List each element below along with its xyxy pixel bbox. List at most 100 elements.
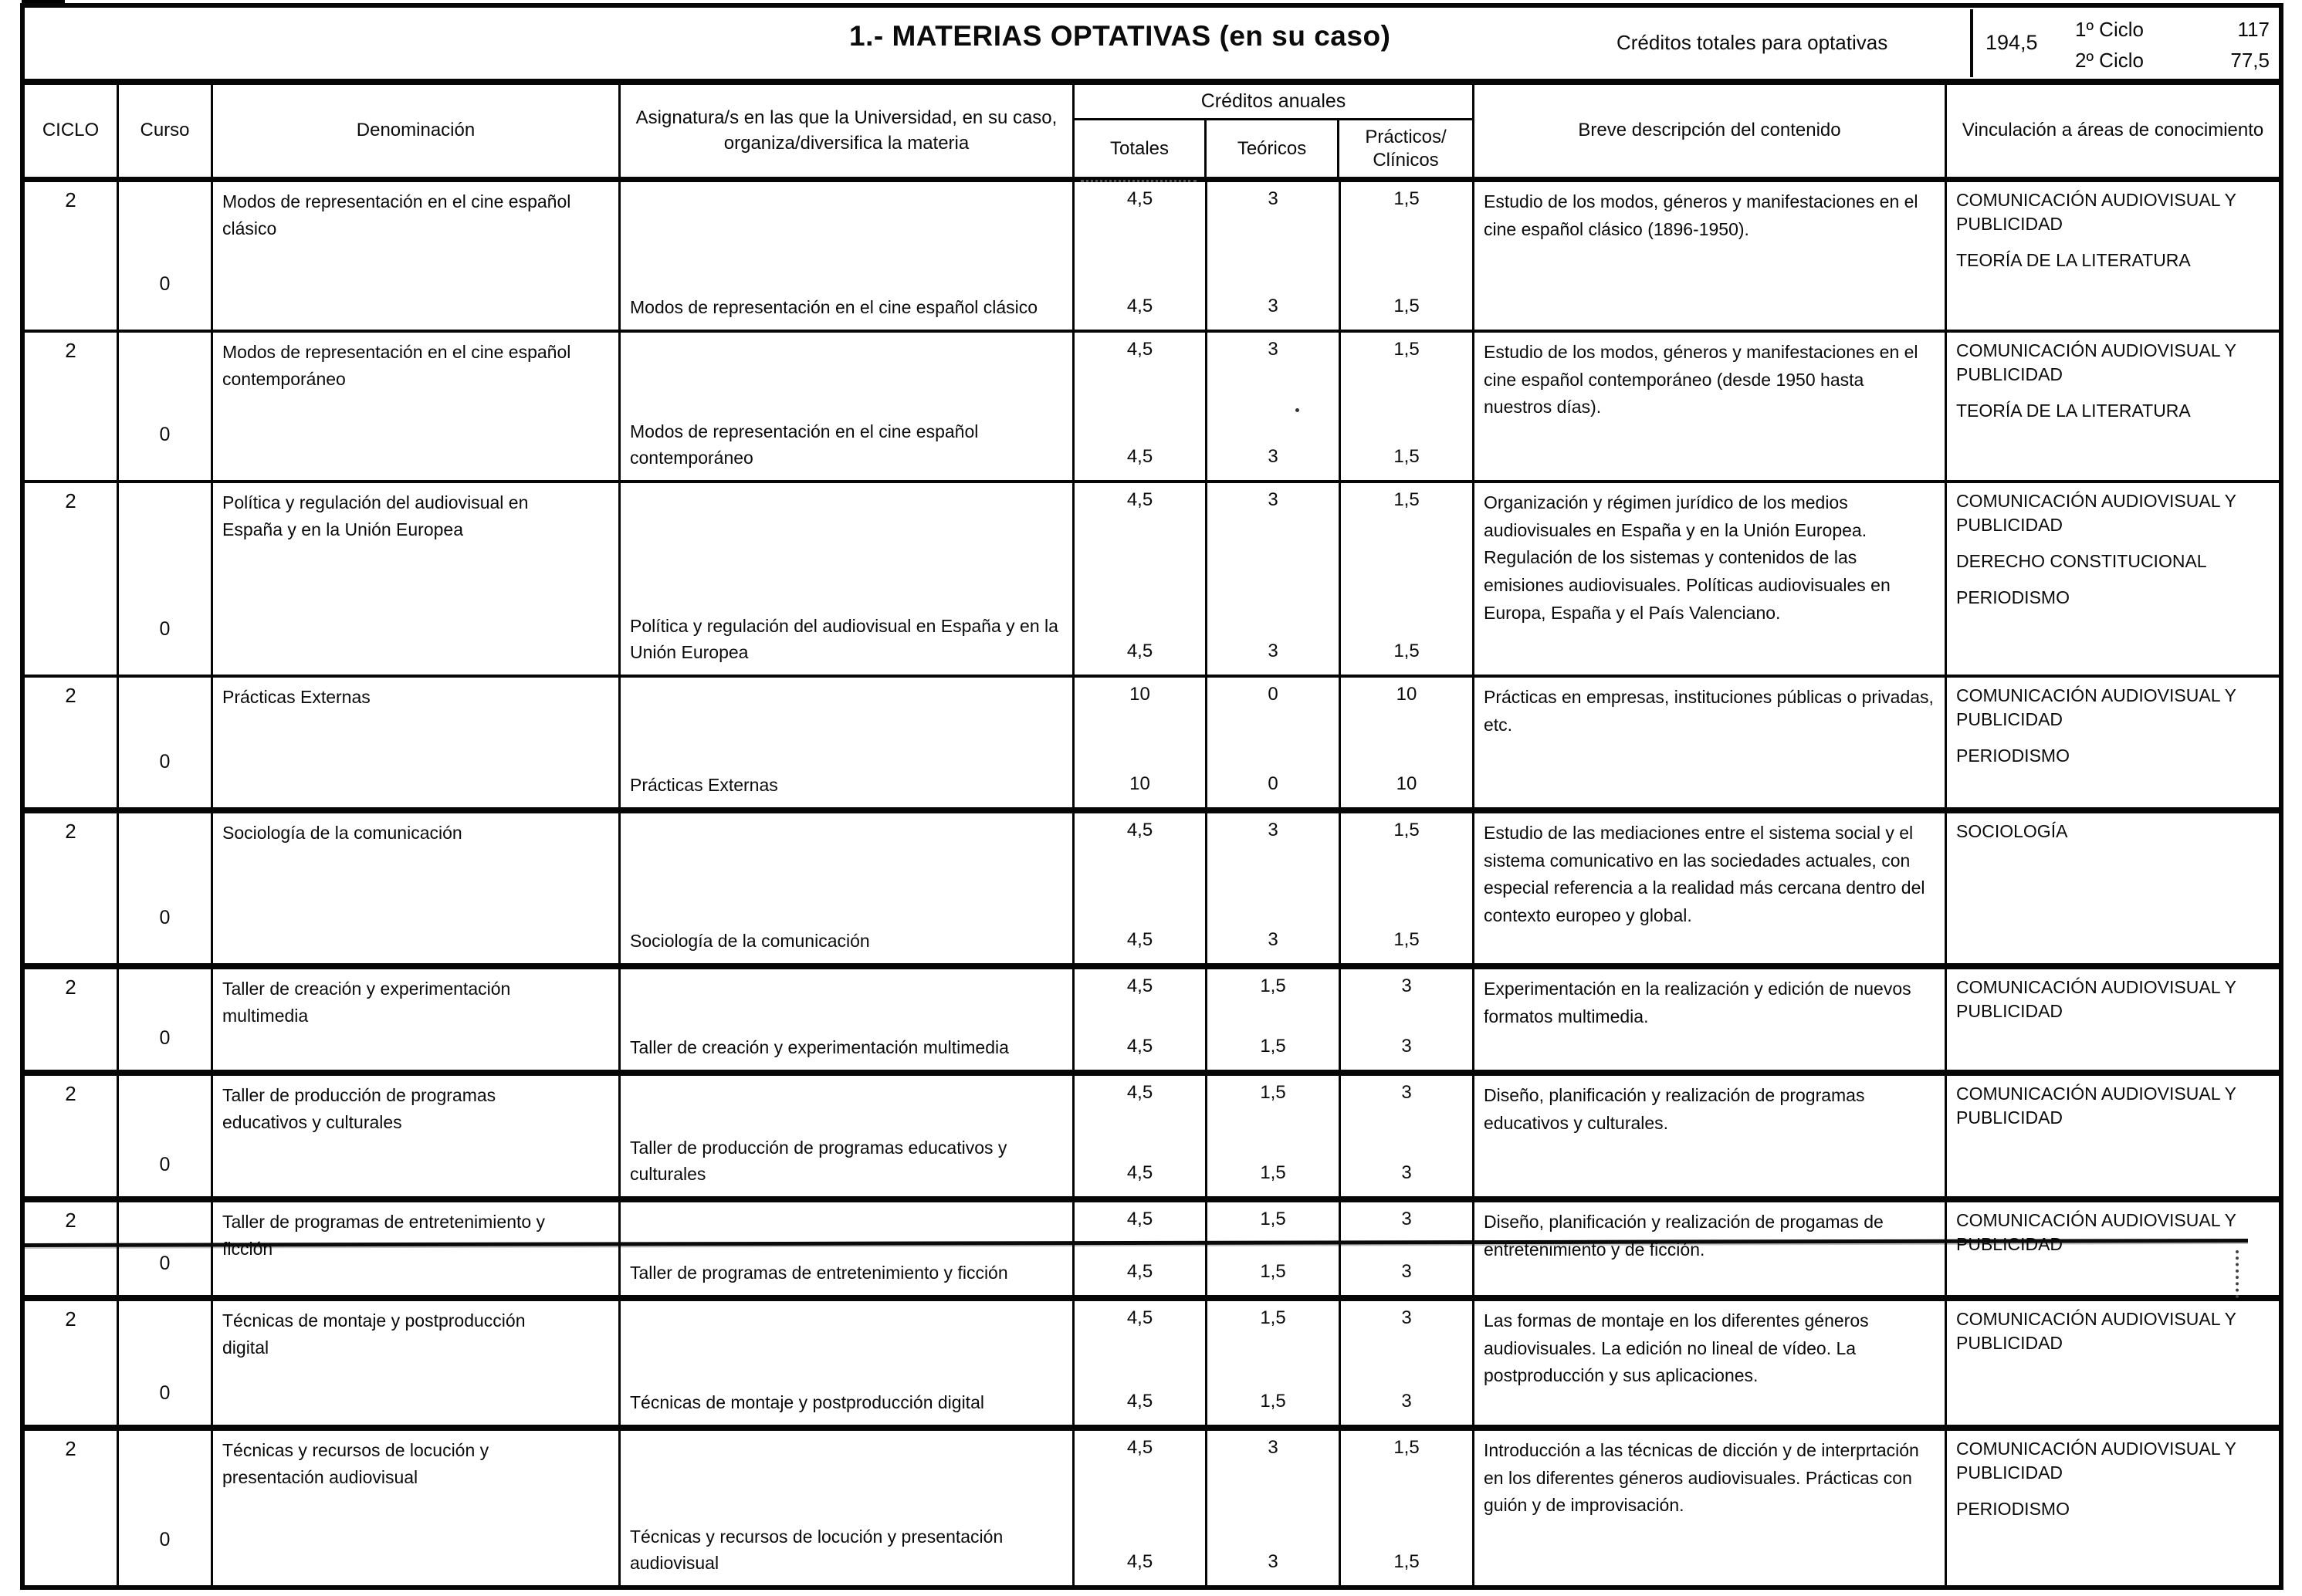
asignatura-text: Prácticas Externas	[630, 774, 778, 795]
table-row: 2 0 Política y regulación del audiovisua…	[25, 483, 2279, 678]
ciclo-value: 2	[65, 1307, 76, 1331]
asignatura-cell: Prácticas Externas	[621, 678, 1075, 807]
totales-cell: 4,5 4,5	[1075, 969, 1207, 1070]
teoricos-materia: 1,5	[1260, 1082, 1286, 1103]
teoricos-asignatura: 1,5	[1260, 1391, 1286, 1412]
asignatura-text: Política y regulación del audiovisual en…	[630, 616, 1058, 662]
ciclo-cell: 2	[25, 678, 119, 807]
ciclo-value: 2	[65, 684, 76, 707]
column-header-asignatura: Asignatura/s en las que la Universidad, …	[621, 85, 1075, 177]
materias-optativas-table: 1.- MATERIAS OPTATIVAS (en su caso) Créd…	[20, 3, 2283, 1590]
vinculacion-list: COMUNICACIÓN AUDIOVISUAL Y PUBLICIDAD PER…	[1947, 1431, 2279, 1585]
curso-value: 0	[159, 618, 171, 640]
practicos-asignatura: 3	[1401, 1391, 1412, 1412]
descripcion-text: Estudio de los modos, géneros y manifest…	[1484, 191, 1918, 239]
teoricos-asignatura: 3	[1268, 929, 1278, 950]
practicos-asignatura: 3	[1401, 1162, 1412, 1183]
teoricos-materia: 3	[1268, 339, 1278, 360]
ciclo-cell: 2	[25, 969, 119, 1070]
ciclo-value: 2	[65, 1437, 76, 1460]
totales-asignatura: 4,5	[1126, 1261, 1153, 1282]
practicos-materia: 3	[1401, 1209, 1412, 1229]
practicos-materia: 3	[1401, 976, 1412, 996]
divider	[1970, 9, 1973, 77]
asignatura-cell: Taller de creación y experimentación mul…	[621, 969, 1075, 1070]
ciclo-cell: 2	[25, 1431, 119, 1585]
totales-asignatura: 4,5	[1126, 296, 1153, 316]
asignatura-cell: Taller de programas de entretenimiento y…	[621, 1202, 1075, 1295]
curso-value: 0	[159, 273, 171, 295]
practicos-cell: 3 3	[1341, 1301, 1474, 1425]
denominacion-text: Taller de creación y experimentación mul…	[222, 979, 511, 1026]
practicos-cell: 3 3	[1341, 1202, 1474, 1295]
practicos-asignatura: 1,5	[1393, 1551, 1420, 1572]
table-row: 2 0 Taller de producción de programas ed…	[25, 1076, 2279, 1202]
vinculacion-list: COMUNICACIÓN AUDIOVISUAL Y PUBLICIDAD	[1947, 1202, 2279, 1295]
totales-materia: 4,5	[1126, 1307, 1153, 1328]
curso-value: 0	[159, 1154, 171, 1175]
teoricos-cell: 1,5 1,5	[1207, 1076, 1341, 1196]
denominacion-cell: Modos de representación en el cine españ…	[213, 182, 621, 330]
table-row: 2 0 Técnicas de montaje y postproducción…	[25, 1301, 2279, 1431]
ciclo-cell: 2	[25, 333, 119, 480]
descripcion-text: Estudio de las mediaciones entre el sist…	[1484, 823, 1925, 925]
teoricos-asignatura: 3	[1268, 1551, 1278, 1572]
table-row: 2 0 Técnicas y recursos de locución y pr…	[25, 1431, 2279, 1585]
table-row: 2 0 Taller de programas de entretenimien…	[25, 1202, 2279, 1301]
denominacion-cell: Técnicas y recursos de locución y presen…	[213, 1431, 621, 1585]
curso-value: 0	[159, 1382, 171, 1404]
vinculacion-list: COMUNICACIÓN AUDIOVISUAL Y PUBLICIDAD	[1947, 969, 2279, 1070]
teoricos-asignatura: 3	[1268, 641, 1278, 661]
ciclo-cell: 2	[25, 483, 119, 675]
asignatura-text: Taller de programas de entretenimiento y…	[630, 1262, 1008, 1283]
vinculacion-line: COMUNICACIÓN AUDIOVISUAL Y PUBLICIDAD	[1956, 1210, 2236, 1255]
creditos-anuales-label: Créditos anuales	[1075, 85, 1472, 120]
ciclo-summary: 1º Ciclo 117 2º Ciclo 77,5	[2075, 14, 2270, 76]
ciclo2-label: 2º Ciclo	[2075, 49, 2144, 72]
denominacion-cell: Taller de creación y experimentación mul…	[213, 969, 621, 1070]
vinculacion-line: COMUNICACIÓN AUDIOVISUAL Y PUBLICIDAD	[1956, 685, 2236, 730]
column-header-creditos-group: Créditos anuales Totales Teóricos Prácti…	[1075, 85, 1474, 177]
teoricos-asignatura: 3	[1268, 446, 1278, 467]
descripcion-cell: Estudio de los modos, géneros y manifest…	[1474, 333, 1947, 480]
vinculacion-line: TEORÍA DE LA LITERATURA	[1956, 250, 2191, 271]
asignatura-cell: Técnicas de montaje y postproducción dig…	[621, 1301, 1075, 1425]
asignatura-text: Técnicas y recursos de locución y presen…	[630, 1527, 1004, 1573]
ciclo-value: 2	[65, 976, 76, 999]
totales-materia: 4,5	[1126, 976, 1153, 996]
teoricos-asignatura: 0	[1268, 773, 1278, 794]
practicos-cell: 1,5 1,5	[1341, 333, 1474, 480]
practicos-asignatura: 1,5	[1393, 641, 1420, 661]
teoricos-materia: 1,5	[1260, 976, 1286, 996]
column-header-teoricos: Teóricos	[1207, 120, 1340, 177]
ciclo-value: 2	[65, 339, 76, 362]
totales-asignatura: 4,5	[1126, 446, 1153, 467]
curso-cell: 0	[119, 969, 213, 1070]
teoricos-materia: 3	[1268, 1437, 1278, 1458]
totales-cell: 10 10	[1075, 678, 1207, 807]
vinculacion-line: DERECHO CONSTITUCIONAL	[1956, 551, 2207, 572]
curso-value: 0	[159, 907, 171, 928]
teoricos-cell: 1,5 1,5	[1207, 1202, 1341, 1295]
totales-materia: 4,5	[1126, 820, 1153, 840]
totales-materia: 4,5	[1126, 188, 1153, 209]
totales-asignatura: 4,5	[1126, 929, 1153, 950]
curso-value: 0	[159, 1027, 171, 1049]
totales-cell: 4,5 4,5	[1075, 813, 1207, 963]
ciclo-cell: 2	[25, 1202, 119, 1295]
teoricos-materia: 1,5	[1260, 1307, 1286, 1328]
table-row: 2 0 Sociología de la comunicación Sociol…	[25, 813, 2279, 969]
ciclo1-label: 1º Ciclo	[2075, 18, 2144, 41]
practicos-line1: Prácticos/	[1365, 126, 1447, 147]
vinculacion-line: COMUNICACIÓN AUDIOVISUAL Y PUBLICIDAD	[1956, 1309, 2236, 1354]
vinculacion-list: COMUNICACIÓN AUDIOVISUAL Y PUBLICIDAD PER…	[1947, 678, 2279, 807]
vinculacion-line: PERIODISMO	[1956, 746, 2070, 766]
totales-asignatura: 4,5	[1126, 1162, 1153, 1183]
descripcion-text: Estudio de los modos, géneros y manifest…	[1484, 342, 1918, 418]
column-header-totales: Totales	[1075, 120, 1207, 177]
vinculacion-line: COMUNICACIÓN AUDIOVISUAL Y PUBLICIDAD	[1956, 491, 2236, 536]
descripcion-text: Introducción a las técnicas de dicción y…	[1484, 1440, 1919, 1516]
denominacion-cell: Política y regulación del audiovisual en…	[213, 483, 621, 675]
denominacion-cell: Taller de programas de entretenimiento y…	[213, 1202, 621, 1295]
